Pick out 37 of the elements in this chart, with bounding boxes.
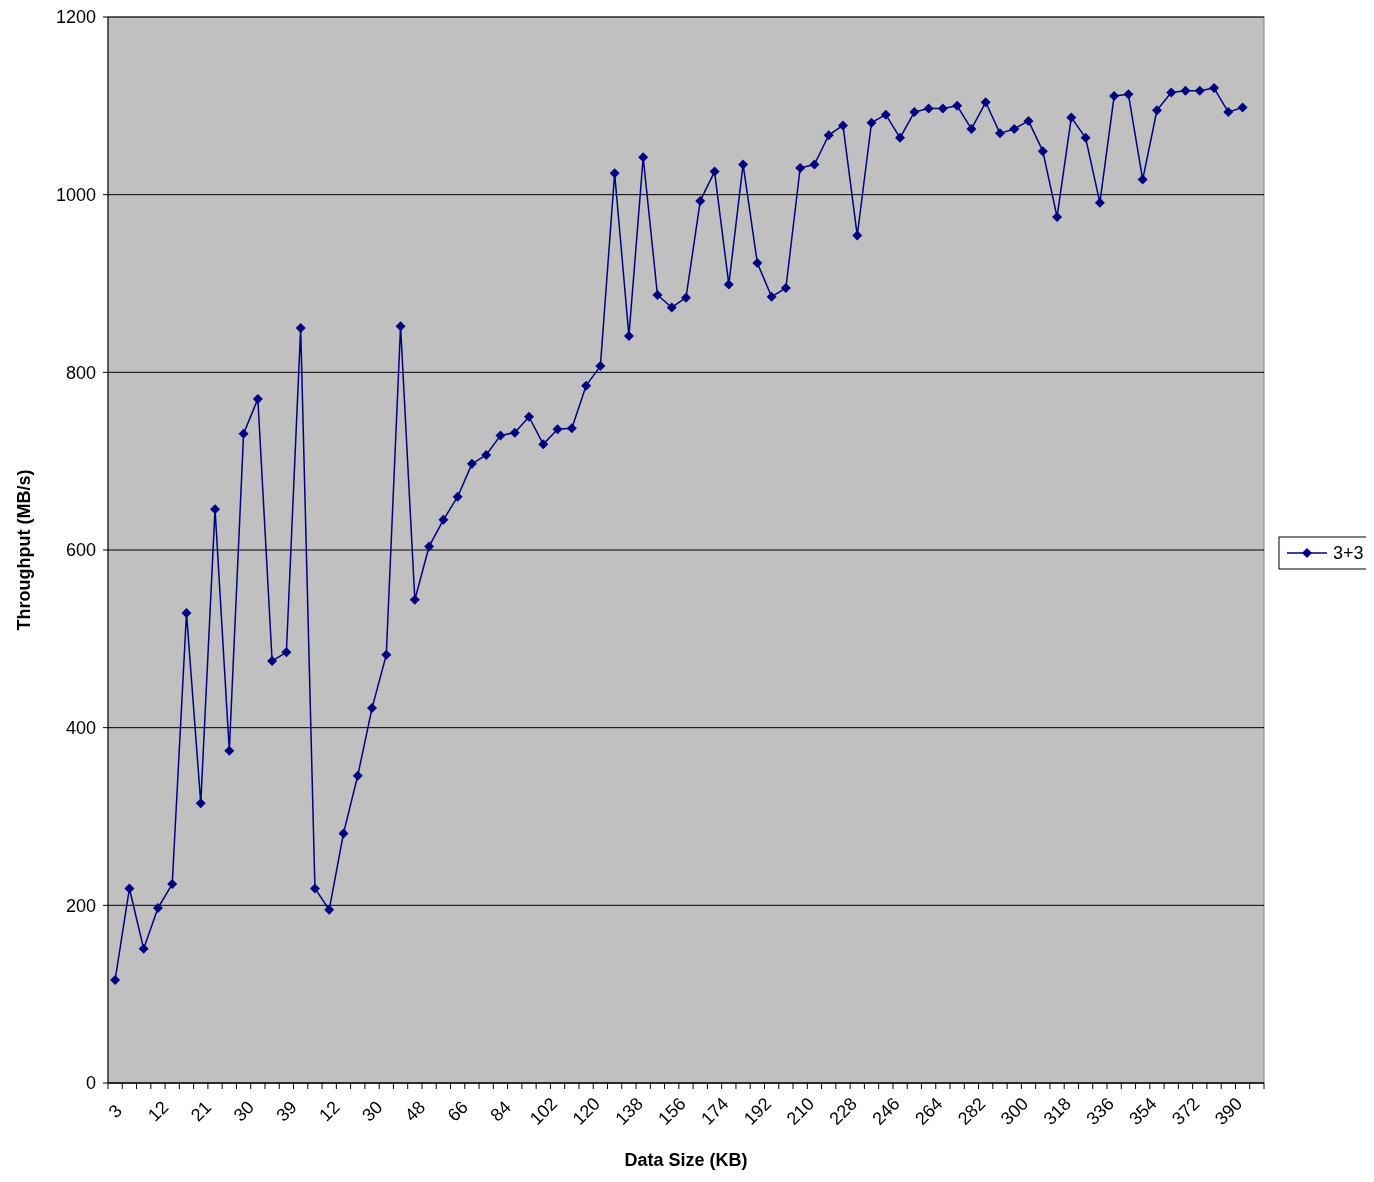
x-tick-label: 66 [443,1097,473,1126]
x-tick-label: 318 [1039,1093,1075,1129]
x-tick-label: 12 [144,1097,173,1126]
x-tick-label: 138 [611,1093,647,1129]
x-tick-label: 390 [1210,1093,1247,1129]
x-tick-label: 372 [1168,1093,1204,1129]
x-tick-label: 300 [996,1093,1033,1129]
x-tick-label: 210 [782,1093,819,1129]
x-tick-label: 246 [868,1093,904,1129]
x-tick-label: 336 [1082,1093,1118,1129]
legend-label: 3+3 [1333,543,1364,564]
y-tick-label: 400 [65,717,96,738]
y-axis-title: Throughput (MB/s) [14,469,34,631]
y-tick-label: 200 [65,895,96,916]
x-tick-label: 192 [739,1093,776,1129]
x-tick-label: 174 [697,1093,733,1129]
x-tick-label: 30 [358,1097,387,1126]
x-tick-label: 12 [315,1097,344,1126]
x-tick-label: 48 [400,1097,430,1126]
x-tick-label: 282 [953,1093,990,1129]
y-tick-label: 800 [65,362,96,383]
y-tick-label: 0 [85,1073,96,1094]
x-axis-title: Data Size (KB) [624,1150,748,1170]
x-tick-label: 120 [568,1093,605,1129]
y-tick-label: 1200 [55,7,96,28]
x-tick-label: 21 [186,1097,216,1126]
x-tick-label: 30 [229,1097,258,1126]
y-tick-label: 600 [65,540,96,561]
y-tick-label: 1000 [55,184,96,205]
x-tick-label: 102 [525,1093,562,1129]
x-tick-label: 39 [272,1097,301,1126]
x-tick-label: 228 [825,1093,861,1129]
x-tick-label: 84 [486,1097,515,1126]
x-tick-label: 264 [911,1093,947,1129]
x-tick-label: 3 [104,1100,126,1122]
x-tick-label: 354 [1125,1093,1161,1129]
x-tick-label: 156 [654,1093,690,1129]
